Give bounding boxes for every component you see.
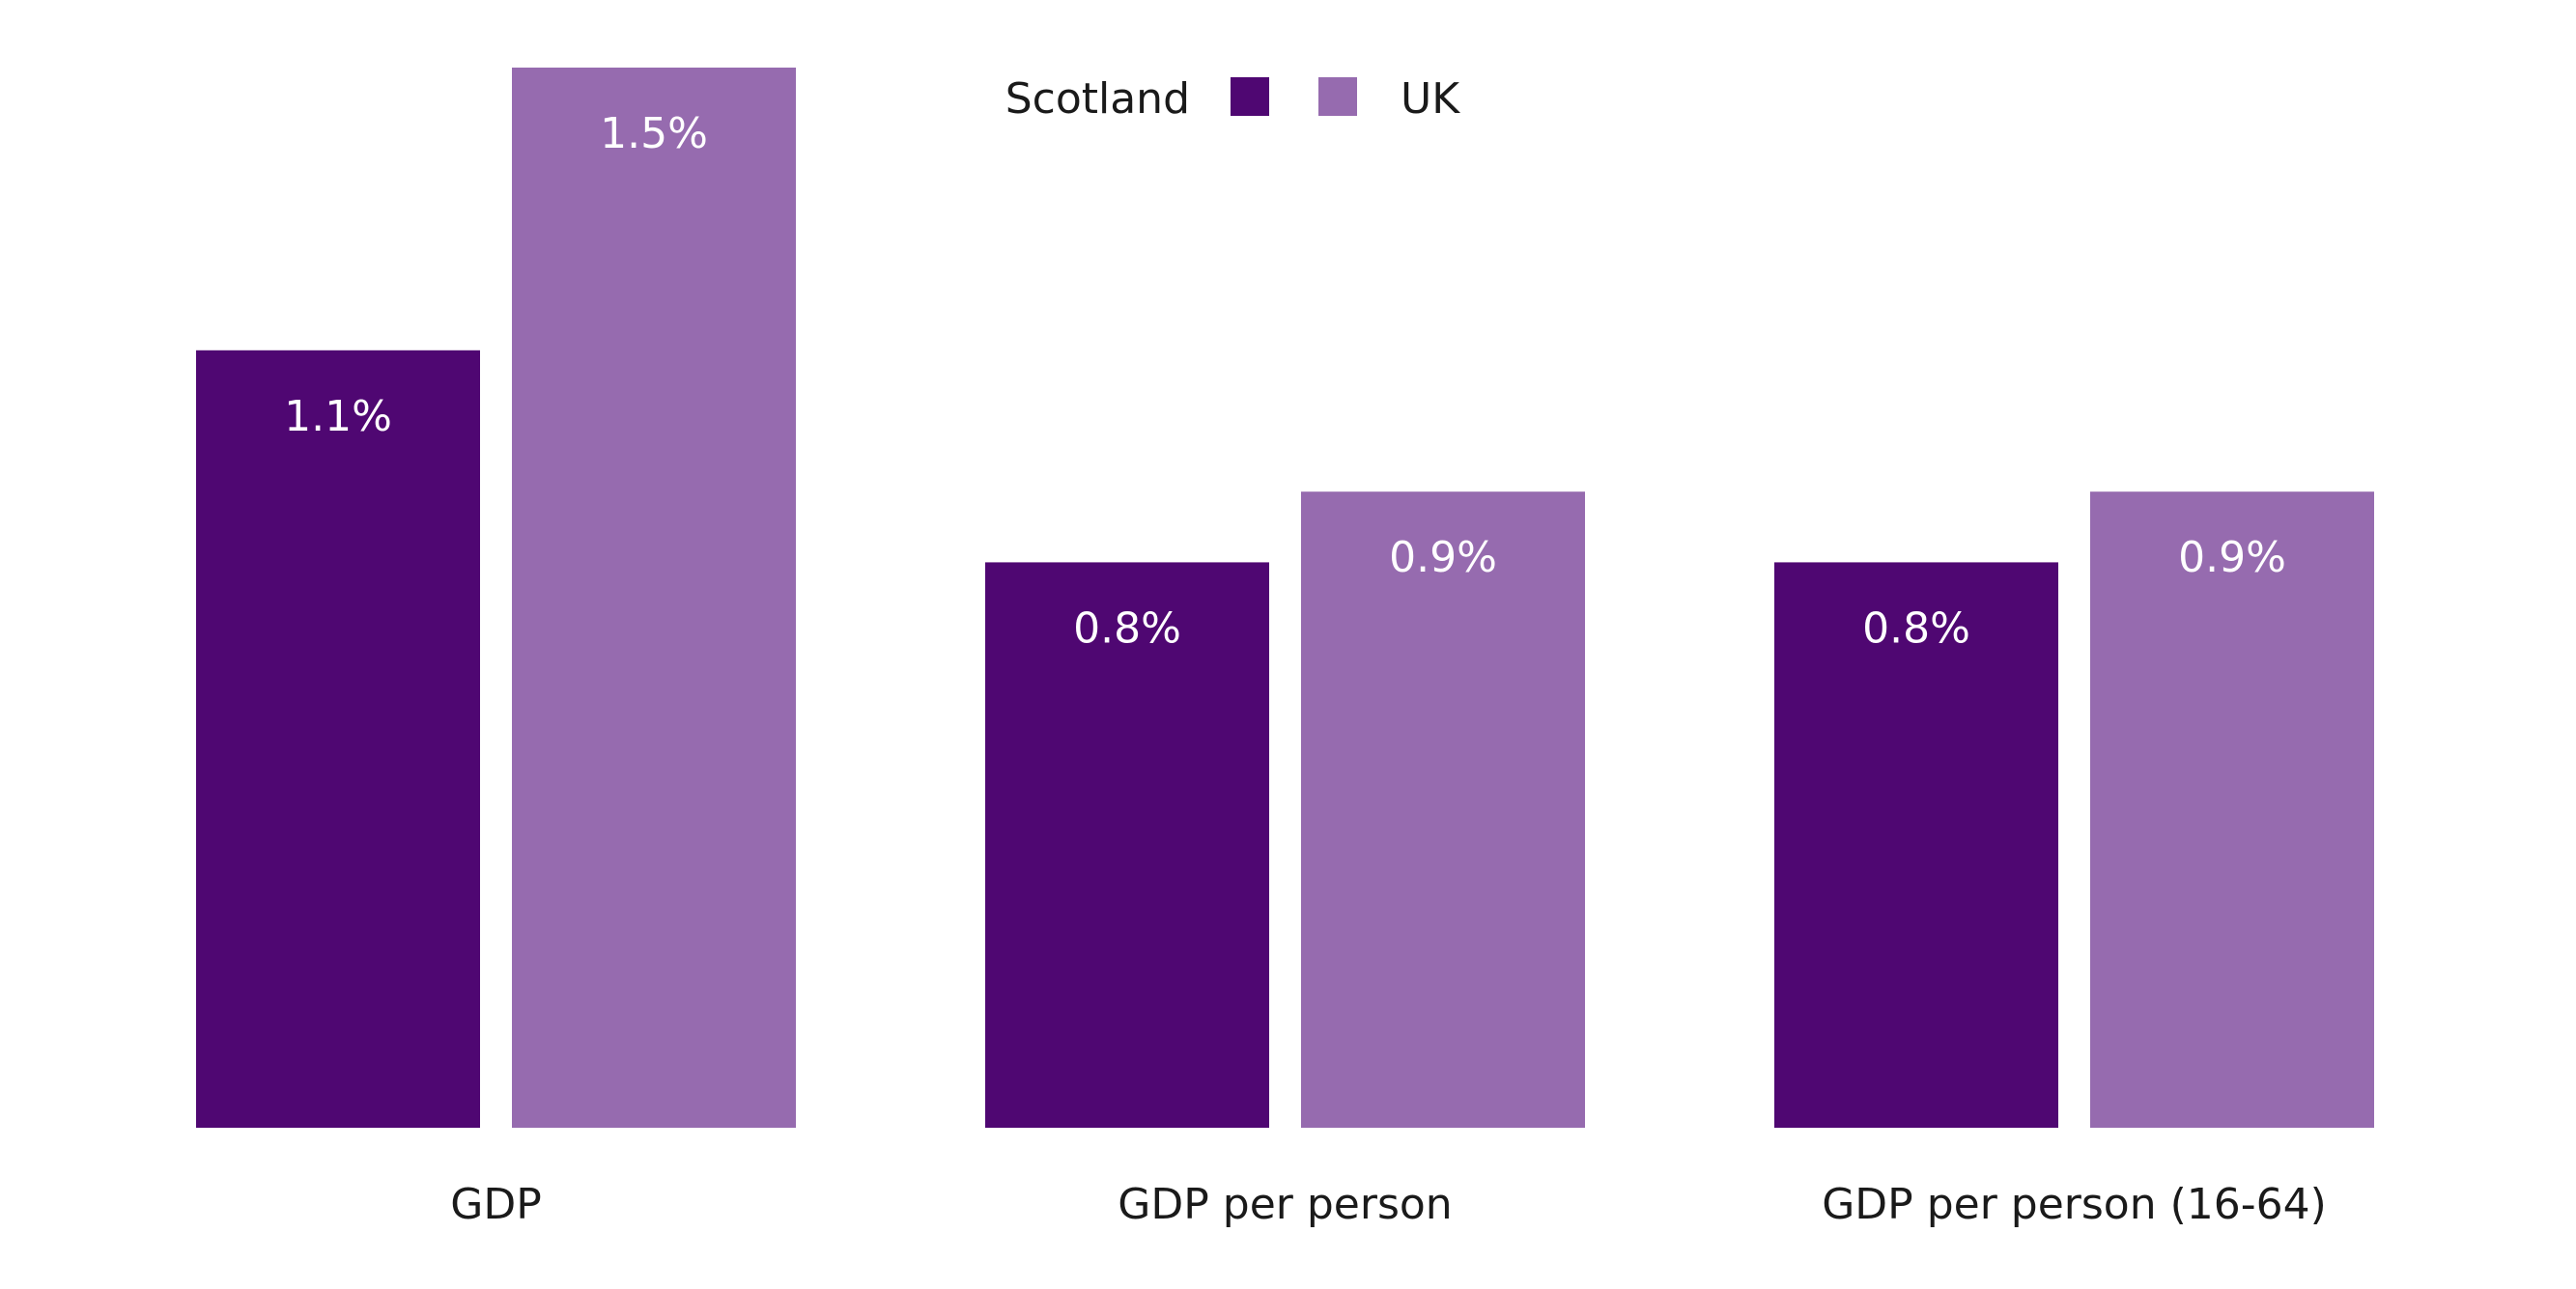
legend-label-scotland: Scotland xyxy=(1005,74,1190,124)
bar-uk-gdp xyxy=(512,68,796,1128)
bar-scotland-gdp-per-person-16-64 xyxy=(1774,562,2058,1128)
category-labels: GDP GDP per person GDP per person (16-64) xyxy=(450,1180,2327,1229)
legend: Scotland UK xyxy=(1005,74,1461,124)
data-labels: 1.1% 1.5% 0.8% 0.9% 0.8% 0.9% xyxy=(284,109,2286,653)
data-label-uk-gdp-per-person: 0.9% xyxy=(1389,533,1497,582)
bar-scotland-gdp xyxy=(196,350,480,1128)
data-label-scotland-gdp-per-person: 0.8% xyxy=(1073,603,1181,653)
legend-swatch-scotland xyxy=(1231,77,1269,116)
category-label-gdp: GDP xyxy=(450,1180,542,1229)
bar-scotland-gdp-per-person xyxy=(985,562,1269,1128)
data-label-uk-gdp-per-person-16-64: 0.9% xyxy=(2178,533,2286,582)
data-label-uk-gdp: 1.5% xyxy=(600,109,708,158)
category-label-gdp-per-person-16-64: GDP per person (16-64) xyxy=(1822,1180,2327,1229)
category-label-gdp-per-person: GDP per person xyxy=(1118,1180,1452,1229)
bar-uk-gdp-per-person xyxy=(1301,491,1585,1128)
legend-swatch-uk xyxy=(1318,77,1357,116)
data-label-scotland-gdp-per-person-16-64: 0.8% xyxy=(1862,603,1970,653)
legend-label-uk: UK xyxy=(1401,74,1460,124)
bars xyxy=(196,68,2374,1128)
data-label-scotland-gdp: 1.1% xyxy=(284,392,392,441)
bar-uk-gdp-per-person-16-64 xyxy=(2090,491,2374,1128)
